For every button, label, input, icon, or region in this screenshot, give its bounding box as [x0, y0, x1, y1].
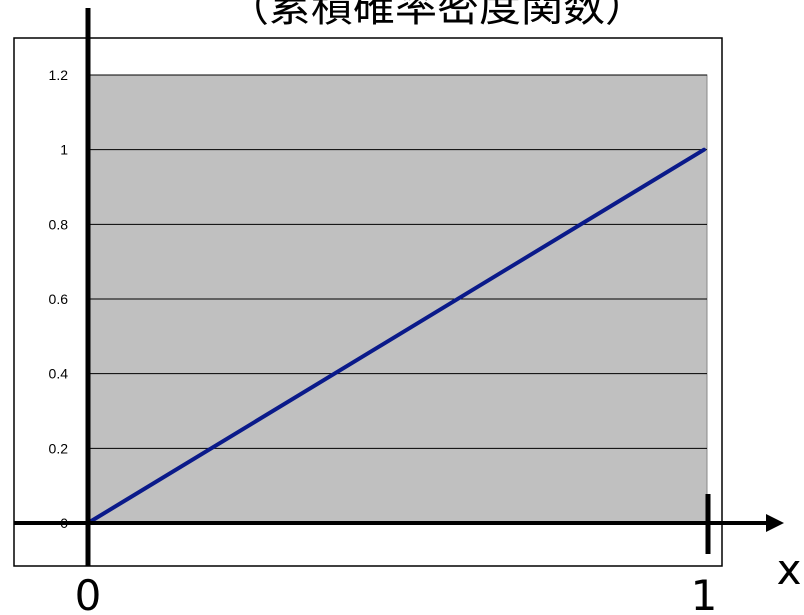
x-axis-arrowhead [766, 514, 784, 532]
axes [14, 8, 784, 566]
y-tick-label: 1 [60, 142, 68, 158]
y-tick-label: 1.2 [49, 67, 69, 83]
y-tick-label: 0.8 [49, 216, 69, 232]
y-tick-label: 0.6 [49, 291, 69, 307]
gridlines [88, 74, 707, 449]
series-layer [86, 147, 706, 525]
x-tick-label: 1 [691, 571, 718, 615]
y-tick-label: 0.2 [49, 440, 69, 456]
chart-title: （累積確率密度関数） [227, 0, 647, 31]
x-tick-label: 0 [75, 571, 102, 615]
x-axis-label: x [777, 545, 802, 594]
cdf-line [86, 147, 706, 525]
y-tick-label: 0.4 [49, 366, 69, 382]
